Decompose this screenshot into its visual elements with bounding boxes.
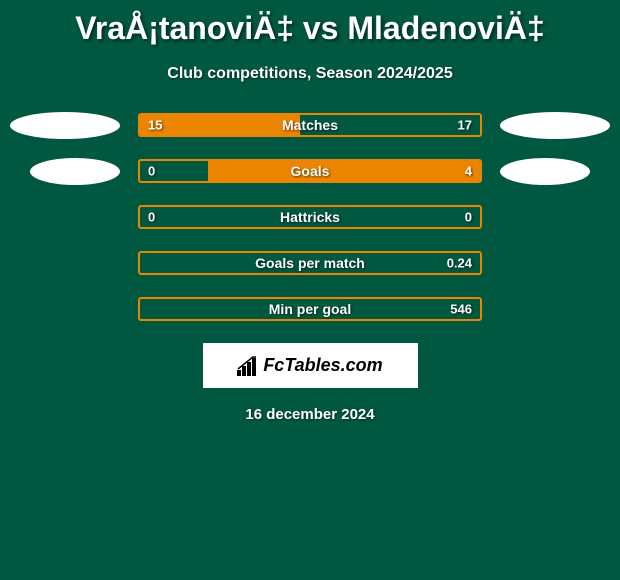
page-title: VraÅ¡tanoviÄ‡ vs MladenoviÄ‡ [0, 0, 620, 47]
logo-box[interactable]: FcTables.com [203, 343, 418, 388]
stat-bar: 15 Matches 17 [138, 113, 482, 137]
player-left-indicator [10, 250, 120, 277]
stat-bar: Min per goal 546 [138, 297, 482, 321]
stats-container: 15 Matches 17 0 Goals 4 0 Hattricks 0 Goals per m… [0, 113, 620, 321]
stat-row: Min per goal 546 [10, 297, 610, 321]
logo-text: FcTables.com [237, 355, 382, 376]
logo-label: FcTables.com [263, 355, 382, 376]
player-left-indicator [10, 112, 120, 139]
stat-value-right: 4 [465, 164, 472, 179]
stat-row: 0 Hattricks 0 [10, 205, 610, 229]
date-text: 16 december 2024 [0, 406, 620, 423]
stat-bar: 0 Hattricks 0 [138, 205, 482, 229]
stat-value-left: 0 [148, 164, 155, 179]
stat-label: Matches [282, 117, 338, 133]
player-right-indicator [500, 204, 610, 231]
stat-bar: Goals per match 0.24 [138, 251, 482, 275]
player-right-indicator [500, 250, 610, 277]
stat-value-left: 15 [148, 118, 162, 133]
stat-row: Goals per match 0.24 [10, 251, 610, 275]
page-subtitle: Club competitions, Season 2024/2025 [0, 65, 620, 83]
stat-value-right: 0.24 [447, 256, 472, 271]
stat-value-right: 546 [450, 302, 472, 317]
stat-value-left: 0 [148, 210, 155, 225]
stat-bar: 0 Goals 4 [138, 159, 482, 183]
chart-icon [237, 356, 259, 376]
player-left-indicator [10, 296, 120, 323]
bar-fill-right [208, 161, 480, 181]
stat-label: Min per goal [269, 301, 351, 317]
stat-label: Hattricks [280, 209, 340, 225]
player-right-indicator [500, 112, 610, 139]
stat-label: Goals [291, 163, 330, 179]
stat-row: 0 Goals 4 [10, 159, 610, 183]
stat-label: Goals per match [255, 255, 365, 271]
stat-row: 15 Matches 17 [10, 113, 610, 137]
bar-fill-left [140, 115, 300, 135]
stat-value-right: 0 [465, 210, 472, 225]
stat-value-right: 17 [458, 118, 472, 133]
player-right-indicator [500, 158, 590, 185]
player-left-indicator [10, 204, 120, 231]
player-right-indicator [500, 296, 610, 323]
player-left-indicator [30, 158, 120, 185]
